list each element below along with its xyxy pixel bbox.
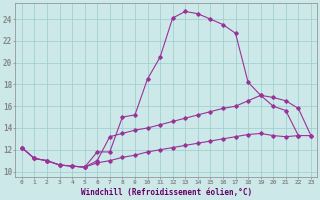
X-axis label: Windchill (Refroidissement éolien,°C): Windchill (Refroidissement éolien,°C) (81, 188, 252, 197)
